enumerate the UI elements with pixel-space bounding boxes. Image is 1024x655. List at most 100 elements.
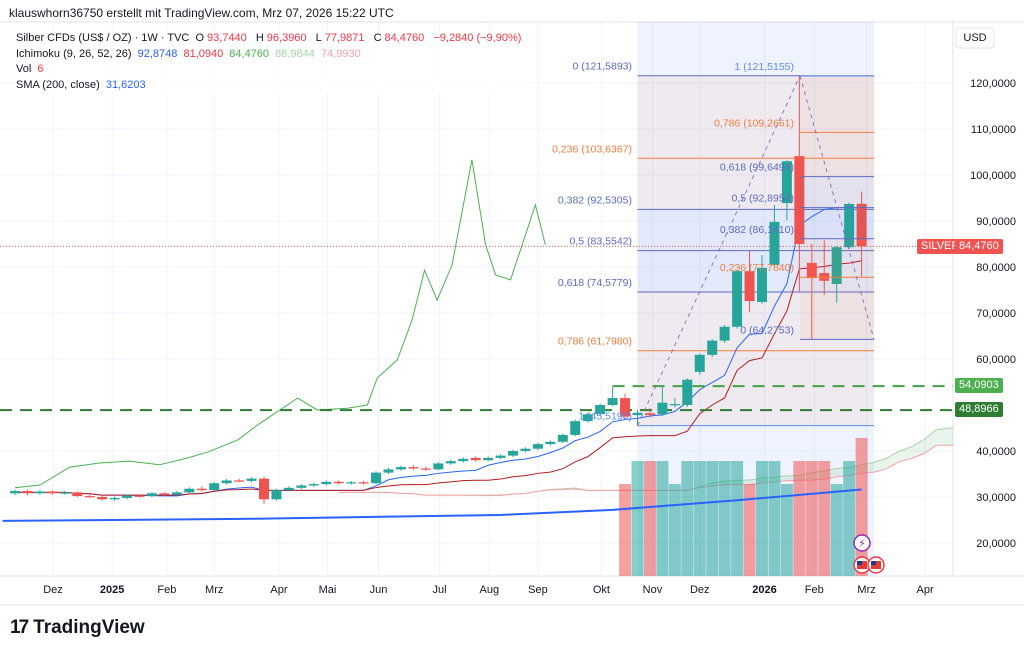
candle <box>196 486 207 492</box>
candle-body <box>296 485 307 488</box>
fib-left-band <box>637 209 875 251</box>
fib-right-level-label: 1 (121,5155) <box>734 61 794 73</box>
fib-right-level-label: 0,786 (109,2661) <box>714 117 794 129</box>
candle <box>34 490 45 495</box>
volume-bar <box>855 438 868 576</box>
x-tick-label: Feb <box>805 584 824 596</box>
candle <box>620 393 631 419</box>
fib-right-trendline <box>799 75 875 340</box>
ichimoku-legend-row[interactable]: Ichimoku (9, 26, 52, 26) 92,8748 81,0940… <box>16 47 524 63</box>
candle <box>259 476 269 504</box>
fib-left-level-label: 0,382 (92,5305) <box>558 194 632 206</box>
candle-body <box>732 271 743 327</box>
volume-value: 6 <box>37 63 44 75</box>
candle <box>495 454 506 460</box>
symbol-legend-row[interactable]: Silber CFDs (US$ / OZ) · 1W · TVC O 93,74… <box>16 31 524 47</box>
candle-body <box>744 271 755 302</box>
lightning-glyph: ⚡ <box>858 537 866 550</box>
candle-body <box>10 491 20 494</box>
fib-right-level-label: 0 (64,2753) <box>740 324 794 336</box>
candle-body <box>246 478 257 481</box>
candle <box>682 378 693 407</box>
candle <box>59 491 70 495</box>
x-tick-label: Mrz <box>857 584 875 596</box>
candle-body <box>470 457 481 461</box>
candle <box>47 490 58 495</box>
currency-button[interactable]: USD <box>963 32 987 44</box>
candle-body <box>259 478 269 500</box>
candle <box>694 353 705 375</box>
candle <box>109 496 120 501</box>
fib-right-band <box>799 207 875 239</box>
candle-body <box>856 203 867 247</box>
open-value: 93,7440 <box>207 32 247 44</box>
candle <box>732 269 743 329</box>
candle-body <box>333 481 344 484</box>
volume-bar <box>830 484 843 576</box>
volume-bar <box>743 484 756 576</box>
candle-body <box>383 469 394 473</box>
candle-body <box>420 468 431 470</box>
candle <box>607 386 618 407</box>
chart-credit: klauswhorn36750 erstellt mit TradingView… <box>9 6 394 20</box>
volume-bar <box>793 461 806 576</box>
volume-bar <box>756 461 768 576</box>
last-price-tag: 84,4760 <box>955 239 1003 254</box>
candle <box>184 487 195 494</box>
candle <box>10 489 20 496</box>
candle <box>159 492 170 497</box>
open-label: O 93,7440 <box>195 32 249 44</box>
low-value: 77,9871 <box>324 32 365 44</box>
candle-body <box>669 404 680 406</box>
tradingview-logo[interactable]: 17 TradingView <box>10 617 145 639</box>
fib-right-band <box>799 238 875 278</box>
x-tick-label: 2025 <box>100 584 124 596</box>
volume-bar <box>706 461 719 576</box>
candle <box>22 489 33 496</box>
fib-right-band <box>799 277 875 340</box>
candle-body <box>308 484 319 486</box>
candle-body <box>146 493 157 497</box>
candle <box>420 466 431 471</box>
candle <box>632 409 643 426</box>
candle <box>84 494 95 498</box>
candle <box>557 433 568 444</box>
symbol-price-tag: SILVER <box>917 239 964 254</box>
volume-legend-row[interactable]: Vol 6 <box>16 62 524 78</box>
sma-value: 31,6203 <box>105 78 146 91</box>
tradingview-logo-icon: 17 <box>10 617 29 638</box>
candle-body <box>221 480 232 484</box>
x-tick-label: Okt <box>593 584 610 596</box>
candle-body <box>682 379 693 405</box>
plot-area <box>0 22 953 576</box>
fib-left-level-label: 0,786 (61,7980) <box>558 336 632 348</box>
candle-body <box>346 482 357 484</box>
candle <box>669 398 680 408</box>
candle <box>508 449 518 457</box>
candle <box>545 440 556 446</box>
us-flag-canton <box>857 561 862 565</box>
candle <box>458 457 469 463</box>
y-tick-label: 30,0000 <box>976 492 1016 504</box>
high-key: H <box>255 32 264 44</box>
fib-right-level-label: 0,618 (99,6494) <box>720 162 794 174</box>
candle <box>72 491 83 497</box>
x-tick-label: Apr <box>270 584 287 596</box>
level-price-tag-2: 48,8966 <box>955 402 1003 417</box>
candle-body <box>34 491 45 494</box>
candle <box>781 160 792 221</box>
candle-body <box>97 497 108 500</box>
volume-bar <box>619 484 632 576</box>
candle-body <box>520 448 531 451</box>
fib-left-level-label: 0 (121,5893) <box>572 61 632 73</box>
candle <box>769 204 780 267</box>
candle <box>271 488 282 501</box>
volume-bar <box>643 461 656 576</box>
candle <box>383 468 394 474</box>
sma-legend-row[interactable]: SMA (200, close) 31,6203 <box>16 78 524 94</box>
candle-body <box>458 458 469 462</box>
ichimoku-lead-b: 74,9930 <box>320 47 361 60</box>
candle-body <box>781 161 792 204</box>
candle-body <box>209 483 220 491</box>
